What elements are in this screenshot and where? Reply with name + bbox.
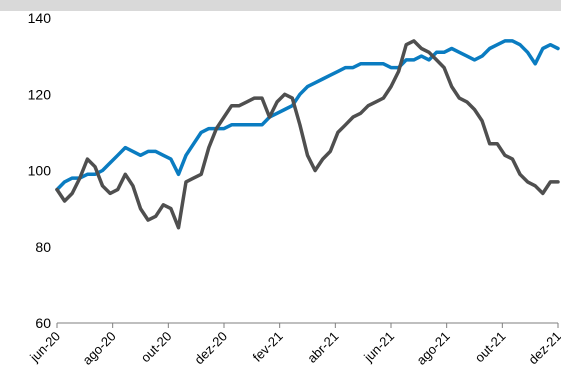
x-tick-label: dez-20 [191,329,230,368]
y-tick-label: 100 [28,163,52,179]
x-tick-label: ago-21 [414,329,453,368]
series-layer [55,39,560,230]
y-axis-ticks: 60 80 100 120 140 [28,10,52,331]
x-tick-label: dez-21 [525,329,561,368]
y-tick-label: 140 [28,10,52,26]
x-tick-label: jun-20 [26,329,63,366]
x-tick-label: out-21 [472,329,509,366]
x-axis: jun-20 ago-20 out-20 dez-20 fev-21 abr-21 jun-… [26,322,561,368]
y-tick-label: 80 [35,239,51,255]
x-tick-label: jun-21 [360,329,397,366]
series-line-1 [55,39,560,192]
x-tick-label: fev-21 [250,329,286,365]
y-tick-label: 120 [28,86,52,102]
y-tick-label: 60 [35,315,51,331]
top-band [0,0,561,11]
x-tick-label: out-20 [138,329,175,366]
x-tick-label: abr-21 [304,329,341,366]
x-tick-label: ago-20 [80,329,119,368]
series-line-2 [55,39,560,230]
